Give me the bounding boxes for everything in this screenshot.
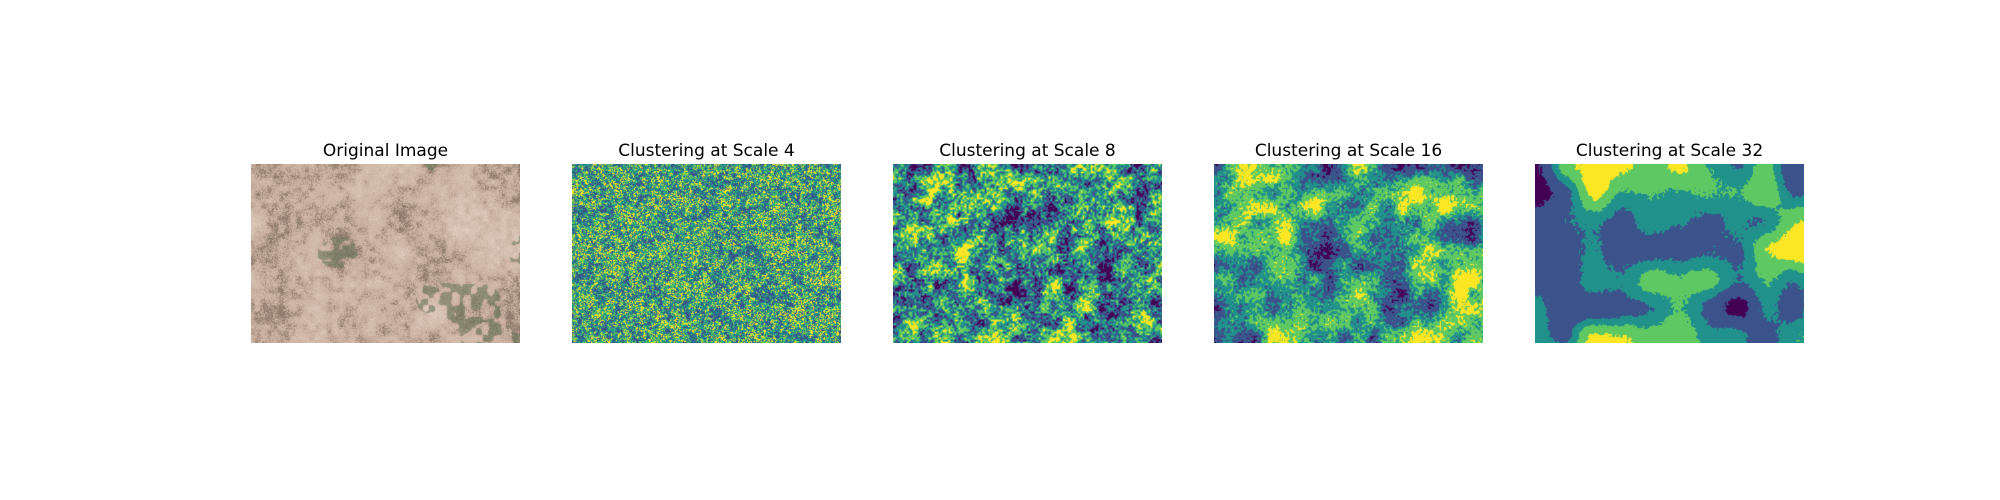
panel-title: Clustering at Scale 16 [1254,141,1443,161]
clustering-image-scale-32 [1535,164,1804,343]
panel-title: Clustering at Scale 8 [939,141,1116,161]
clustering-image-scale-16 [1214,164,1483,343]
panel-clustering-scale-16: Clustering at Scale 16 [1214,138,1483,343]
panel-title: Clustering at Scale 4 [618,141,795,161]
panel-clustering-scale-4: Clustering at Scale 4 [572,138,841,343]
panel-clustering-scale-8: Clustering at Scale 8 [893,138,1162,343]
panel-title: Original Image [322,141,449,161]
clustering-image-scale-4 [572,164,841,343]
panel-clustering-scale-32: Clustering at Scale 32 [1535,138,1804,343]
clustering-image-scale-8 [893,164,1162,343]
original-image [251,164,520,343]
panel-original-image: Original Image [251,138,520,343]
panel-title: Clustering at Scale 32 [1575,141,1764,161]
